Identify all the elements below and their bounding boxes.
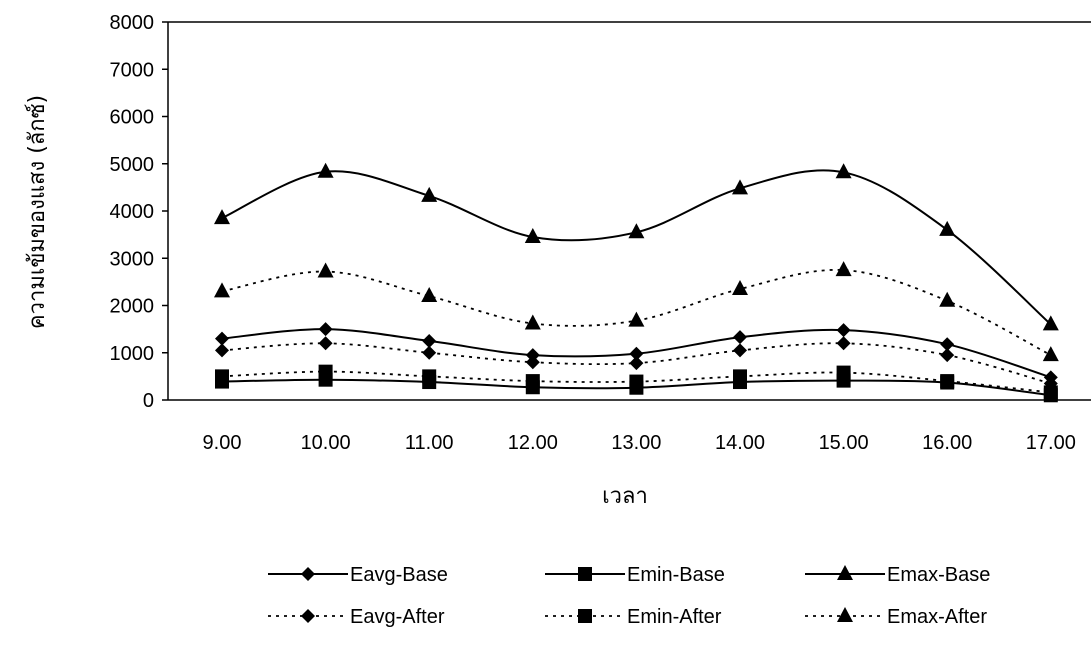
data-point-square: [215, 369, 229, 384]
data-point-triangle: [939, 220, 956, 236]
data-point-diamond: [318, 336, 333, 351]
y-tick-label: 8000: [110, 12, 155, 34]
y-tick-label: 3000: [110, 248, 155, 270]
y-axis-title: ความเข้มของแสง (ลักซ์): [25, 95, 50, 329]
data-point-triangle: [732, 179, 748, 195]
legend-marker-triangle: [837, 565, 853, 580]
data-point-triangle: [317, 262, 334, 278]
data-point-square: [422, 369, 437, 384]
series-emin-after: [215, 364, 1058, 400]
legend-item: Eavg-After: [268, 606, 445, 628]
legend-item: Emax-After: [805, 606, 987, 628]
data-point-triangle: [421, 287, 438, 303]
data-point-diamond: [629, 356, 644, 371]
x-tick-label: 13.00: [611, 432, 661, 454]
x-axis-ticks: 9.00 10.00 11.00 12.00 13.00 14.00 15.00 16.00 1…: [203, 432, 1076, 454]
data-point-diamond: [836, 336, 851, 351]
data-point-triangle: [317, 162, 334, 178]
legend-item: Eavg-Base: [268, 564, 448, 586]
series-eavg-base: [215, 322, 1058, 385]
data-point-diamond: [318, 322, 333, 337]
data-point-triangle: [421, 186, 438, 202]
data-point-triangle: [1042, 346, 1059, 362]
legend-item: Emin-After: [545, 606, 722, 628]
data-point-triangle: [628, 311, 645, 327]
data-point-triangle: [835, 261, 852, 277]
x-tick-label: 12.00: [508, 432, 558, 454]
data-point-diamond: [733, 343, 747, 358]
data-point-triangle: [524, 227, 541, 243]
y-tick-label: 7000: [110, 59, 155, 81]
data-point-triangle: [214, 209, 230, 225]
data-point-diamond: [525, 355, 540, 370]
data-point-square: [940, 374, 955, 389]
data-point-square: [318, 364, 333, 379]
series-line: [221, 169, 1052, 326]
data-point-diamond: [733, 330, 747, 345]
series-emax-base: [214, 162, 1059, 331]
x-tick-label: 15.00: [819, 432, 869, 454]
data-point-triangle: [732, 279, 748, 295]
x-tick-label: 9.00: [203, 432, 242, 454]
y-tick-label: 6000: [110, 107, 155, 129]
data-point-triangle: [939, 291, 956, 307]
data-point-square: [525, 374, 540, 389]
legend-marker-diamond: [301, 609, 315, 623]
y-tick-label: 4000: [110, 201, 155, 223]
data-point-diamond: [215, 331, 229, 346]
x-tick-label: 14.00: [715, 432, 765, 454]
data-point-diamond: [629, 346, 644, 361]
legend-marker-triangle: [837, 607, 853, 622]
data-point-triangle: [1042, 315, 1059, 331]
data-point-diamond: [215, 343, 229, 358]
data-point-diamond: [422, 345, 437, 360]
x-tick-label: 10.00: [301, 432, 351, 454]
data-point-diamond: [940, 337, 955, 352]
data-point-square: [836, 365, 851, 380]
legend-label: Eavg-After: [350, 606, 445, 628]
y-tick-label: 2000: [110, 296, 155, 318]
legend-label: Emax-Base: [887, 564, 990, 586]
legend-item: Emin-Base: [545, 564, 725, 586]
x-tick-label: 11.00: [405, 432, 454, 454]
legend-label: Eavg-Base: [350, 564, 448, 586]
legend-marker-diamond: [301, 567, 315, 581]
data-point-triangle: [524, 314, 541, 330]
data-point-diamond: [836, 323, 851, 338]
data-point-square: [629, 374, 644, 389]
data-point-square: [733, 369, 747, 384]
data-point-triangle: [214, 282, 230, 298]
legend-label: Emax-After: [887, 606, 987, 628]
data-point-diamond: [422, 333, 437, 348]
series-line: [221, 342, 1052, 385]
x-axis-title: เวลา: [602, 484, 648, 509]
y-tick-label: 1000: [110, 343, 155, 365]
data-point-triangle: [628, 223, 645, 239]
y-tick-label: 0: [143, 390, 154, 412]
legend-label: Emin-Base: [627, 564, 725, 586]
series-emax-after: [214, 261, 1059, 362]
x-tick-label: 17.00: [1026, 432, 1076, 454]
legend: Eavg-Base Emin-Base Emax-Base Eavg-After Emi…: [268, 564, 990, 628]
legend-marker-square: [578, 567, 592, 581]
data-point-diamond: [940, 348, 955, 363]
x-tick-label: 16.00: [922, 432, 972, 454]
data-point-triangle: [835, 163, 852, 179]
legend-marker-square: [578, 609, 592, 623]
series-layer: [214, 162, 1059, 403]
series-line: [221, 268, 1052, 356]
y-tick-label: 5000: [110, 154, 155, 176]
y-axis-ticks: 0 1000 2000 3000 4000 5000 6000 7000 8000: [110, 12, 168, 412]
data-point-square: [1043, 385, 1058, 400]
legend-item: Emax-Base: [805, 564, 990, 586]
legend-label: Emin-After: [627, 606, 722, 628]
data-point-diamond: [525, 348, 540, 363]
